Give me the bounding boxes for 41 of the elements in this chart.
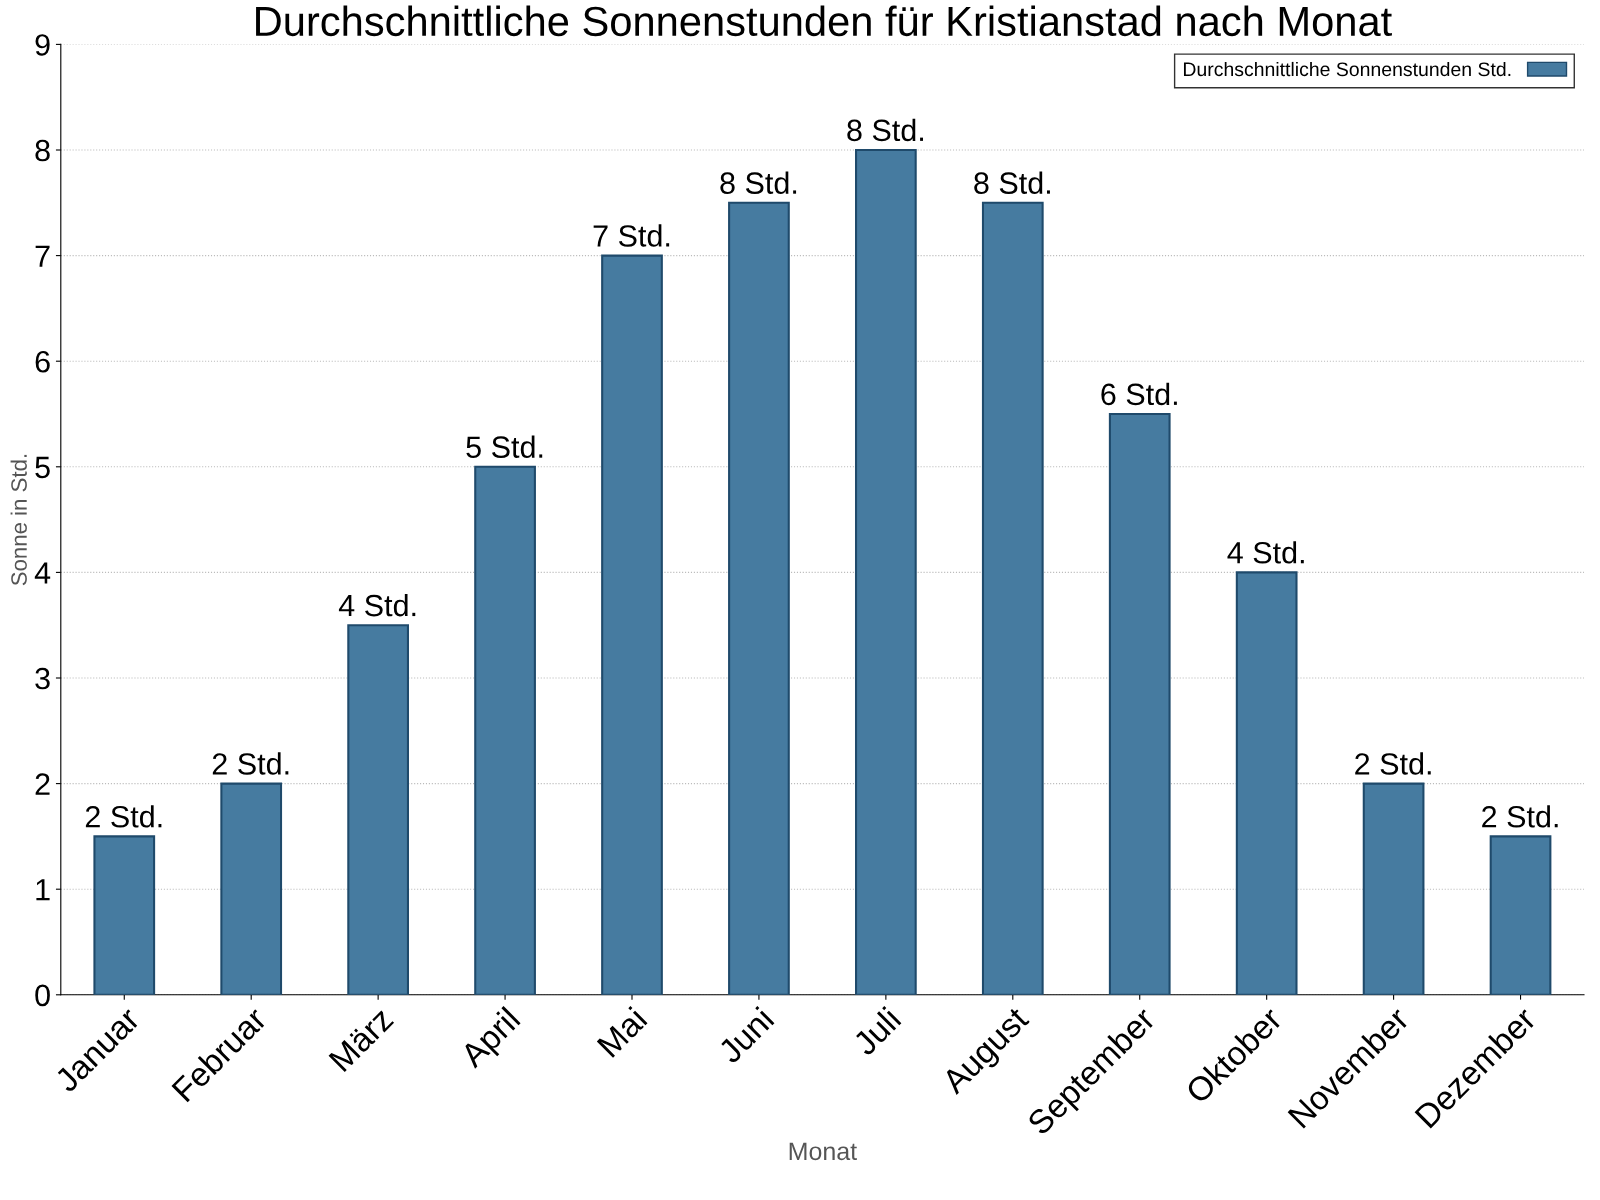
data-label: 4 Std. bbox=[338, 593, 416, 617]
data-label: 2 Std. bbox=[1355, 752, 1431, 775]
data-label: 4 Std. bbox=[1227, 541, 1304, 564]
bar bbox=[728, 201, 790, 995]
bar bbox=[1108, 412, 1171, 995]
x-axis-title: Monat bbox=[789, 1142, 857, 1161]
legend-label: Durchschnittliche Sonnenstunden Std. bbox=[1183, 61, 1511, 77]
y-tick-label: 2 bbox=[35, 773, 50, 795]
y-tick-label: 7 bbox=[35, 245, 50, 267]
y-tick-label: 8 bbox=[35, 139, 50, 162]
y-tick-label: 1 bbox=[36, 879, 50, 901]
x-tick-label: Juli bbox=[850, 1006, 902, 1057]
data-label: 5 Std. bbox=[466, 435, 543, 458]
bar bbox=[220, 782, 283, 995]
bar bbox=[1235, 571, 1298, 995]
bar bbox=[1362, 782, 1425, 995]
bar bbox=[93, 835, 156, 995]
bar bbox=[601, 254, 663, 995]
data-label: 8 Std. bbox=[847, 118, 923, 142]
data-label: 2 Std. bbox=[212, 752, 289, 775]
x-tick-label: Mai bbox=[595, 1006, 648, 1058]
data-label: 2 Std. bbox=[1482, 805, 1558, 828]
x-tick-label: Juni bbox=[716, 1006, 775, 1065]
data-label: 6 Std. bbox=[1101, 382, 1177, 406]
y-axis-title: Sonne in Std. bbox=[10, 454, 27, 586]
data-label: 7 Std. bbox=[593, 224, 670, 247]
y-tick-label: 9 bbox=[35, 34, 50, 56]
y-tick-label: 6 bbox=[35, 350, 50, 373]
bar bbox=[855, 148, 917, 995]
data-label: 2 Std. bbox=[85, 805, 162, 828]
y-tick-label: 5 bbox=[35, 456, 50, 479]
y-tick-label: 0 bbox=[35, 984, 50, 1007]
y-tick-label: 3 bbox=[35, 667, 50, 690]
bar bbox=[347, 624, 409, 995]
chart-title: Durchschnittliche Sonnenstunden für Kristianstad nach Monat bbox=[256, 5, 1392, 37]
data-label: 8 Std. bbox=[720, 171, 797, 194]
bar bbox=[474, 465, 536, 995]
data-label: 8 Std. bbox=[974, 171, 1050, 194]
y-tick-label: 4 bbox=[34, 562, 51, 584]
bar bbox=[1489, 835, 1552, 995]
bar bbox=[981, 201, 1044, 995]
